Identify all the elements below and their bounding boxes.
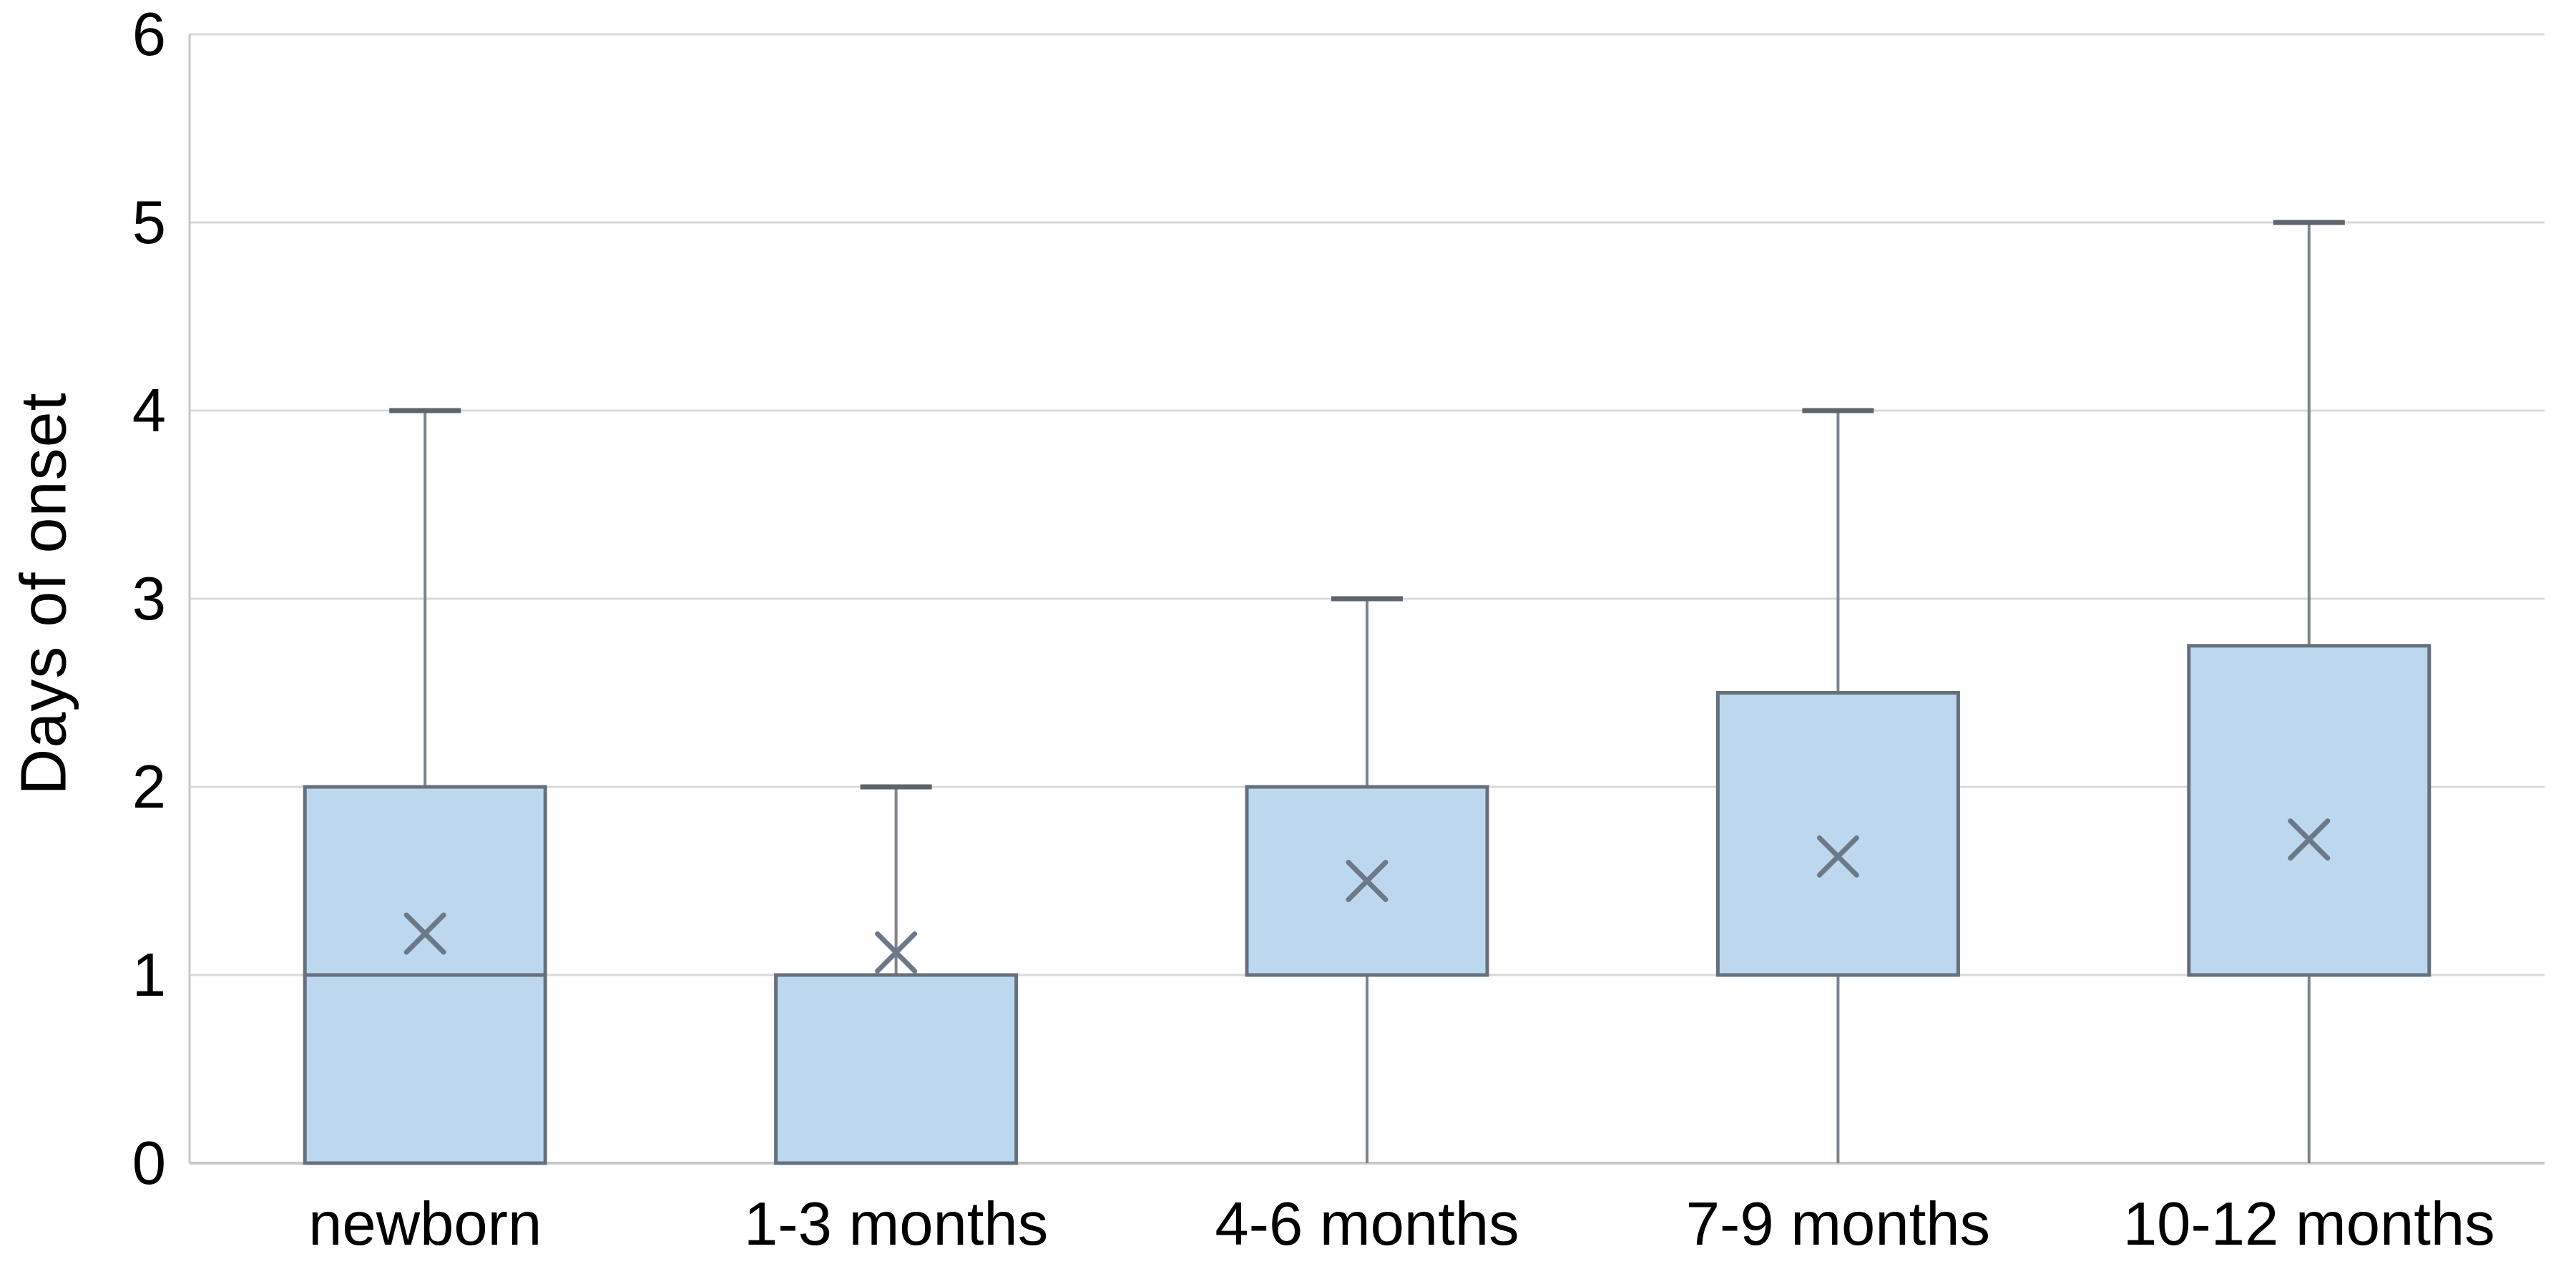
mean-marker [1346, 860, 1389, 902]
mean-marker [1816, 835, 1859, 878]
x-category-label: 4-6 months [1215, 1190, 1519, 1258]
x-category-label: 1-3 months [744, 1190, 1048, 1258]
iqr-box [2187, 644, 2431, 977]
mean-marker [403, 912, 446, 955]
y-tick-label: 4 [132, 377, 166, 445]
y-tick-label: 2 [132, 753, 166, 821]
y-tick-label: 0 [132, 1130, 166, 1197]
y-tick-label: 5 [132, 189, 166, 257]
iqr-box [1715, 691, 1960, 977]
x-category-label: 7-9 months [1686, 1190, 1990, 1258]
mean-marker [2288, 818, 2331, 861]
y-tick-label: 6 [132, 1, 166, 69]
y-tick-label: 3 [132, 565, 166, 633]
y-tick-label: 1 [132, 941, 166, 1009]
y-axis-title: Days of onset [8, 392, 80, 795]
x-category-label: newborn [308, 1190, 542, 1258]
iqr-box [774, 973, 1019, 1165]
x-category-label: 10-12 months [2123, 1190, 2495, 1258]
mean-marker [875, 931, 918, 974]
